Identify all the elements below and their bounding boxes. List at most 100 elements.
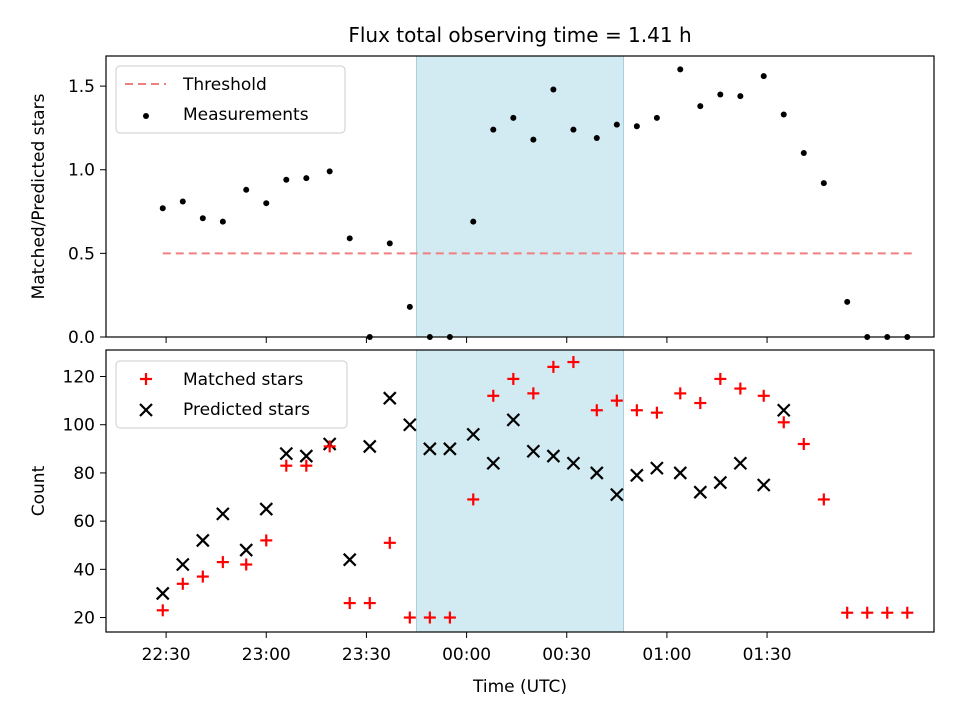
measurement-point [490,126,497,133]
matched-point [734,382,747,395]
measurement-point [243,186,250,193]
matched-point [443,611,456,624]
x-tick-label: 23:30 [342,645,391,665]
top-x-ticks [165,337,768,343]
y-tick-label: 60 [73,512,95,532]
measurements-points [159,66,911,340]
legend-plus-marker [140,373,152,385]
matched-point [881,606,894,619]
predicted-point [342,552,357,567]
measurement-point [780,111,787,118]
measurement-point [510,114,517,121]
legend-predicted-swatch [139,403,153,417]
matched-point [610,394,623,407]
measurement-point [283,176,290,183]
matched-point [841,606,854,619]
measurement-point [593,134,600,141]
measurement-point [760,73,767,80]
x-axis-label: Time (UTC) [472,677,567,697]
matched-point [260,534,273,547]
predicted-point [650,461,664,475]
measurement-point [697,103,704,110]
matched-point [507,372,520,385]
matched-point [757,389,770,402]
predicted-point [466,427,481,442]
predicted-point [176,557,190,572]
predicted-point [506,413,521,427]
matched-point [674,387,687,400]
measurement-point [677,66,684,73]
predicted-point [486,456,501,471]
top-panel: 0.0 0.5 1.0 1.5 Matched/Predicted stars Thr… [29,55,935,348]
matched-point [343,597,356,610]
x-tick-label: 22:30 [142,645,191,665]
y-tick-label: 1.0 [68,161,95,181]
top-legend-box [115,65,346,134]
legend-matched-swatch [140,373,152,385]
predicted-point [443,442,457,456]
matched-point [216,556,229,569]
legend-predicted-label: Predicted stars [183,400,310,420]
x-tick-label: 23:00 [242,645,291,665]
chart-title: Flux total observing time = 1.41 h [348,23,691,47]
predicted-point [693,485,708,499]
matched-point [196,570,209,583]
predicted-point [279,446,294,461]
predicted-point [756,478,771,492]
predicted-point [196,533,210,548]
predicted-point [713,475,728,490]
measurement-point [820,180,827,187]
matched-point [694,397,707,410]
predicted-point [423,442,437,456]
predicted-point [155,586,170,601]
predicted-point [673,466,688,480]
measurement-point [737,93,744,100]
measurement-point [263,200,270,207]
matched-point [300,459,313,472]
measurement-point [470,218,477,225]
bottom-legend: Matched stars Predicted stars [115,360,348,429]
measurement-point [613,121,620,128]
matched-point [547,360,560,373]
predicted-point [776,403,791,418]
measurement-point [530,136,537,143]
y-tick-label: 80 [73,464,95,484]
legend-threshold-label: Threshold [182,75,267,95]
matched-point [817,493,830,506]
legend-measurements-label: Measurements [183,105,309,125]
matched-point [797,438,810,450]
matched-point [156,604,169,617]
measurement-point [570,126,577,133]
measurement-point [219,218,226,225]
predicted-point [590,466,604,480]
predicted-point [383,391,397,405]
x-tick-label: 01:00 [642,645,691,665]
bottom-legend-box [115,360,348,429]
matched-point [487,389,500,402]
predicted-points [155,391,791,601]
bottom-y-axis-label: Count [29,465,49,516]
predicted-point [526,444,541,459]
y-tick-label: 0.5 [68,244,95,264]
measurement-point [159,205,166,212]
predicted-point [546,449,561,463]
top-axes-frame [105,55,935,338]
matched-point [467,493,480,506]
measurement-point [653,114,660,121]
matched-point [567,356,580,369]
matched-point [323,440,336,453]
y-tick-label: 1.5 [68,77,95,97]
predicted-point [403,417,417,432]
legend-measurements-swatch [143,113,149,119]
matched-point [280,459,293,472]
predicted-point [733,456,748,471]
legend-matched-label: Matched stars [183,370,303,390]
y-tick-label: 120 [63,368,95,388]
measurement-point [326,168,333,175]
predicted-point [216,507,230,521]
top-y-axis-label: Matched/Predicted stars [29,93,49,299]
bottom-axes-frame [105,349,935,633]
top-legend: Threshold Measurements [115,65,346,134]
measurement-point [199,215,206,222]
measurement-point [303,175,310,182]
